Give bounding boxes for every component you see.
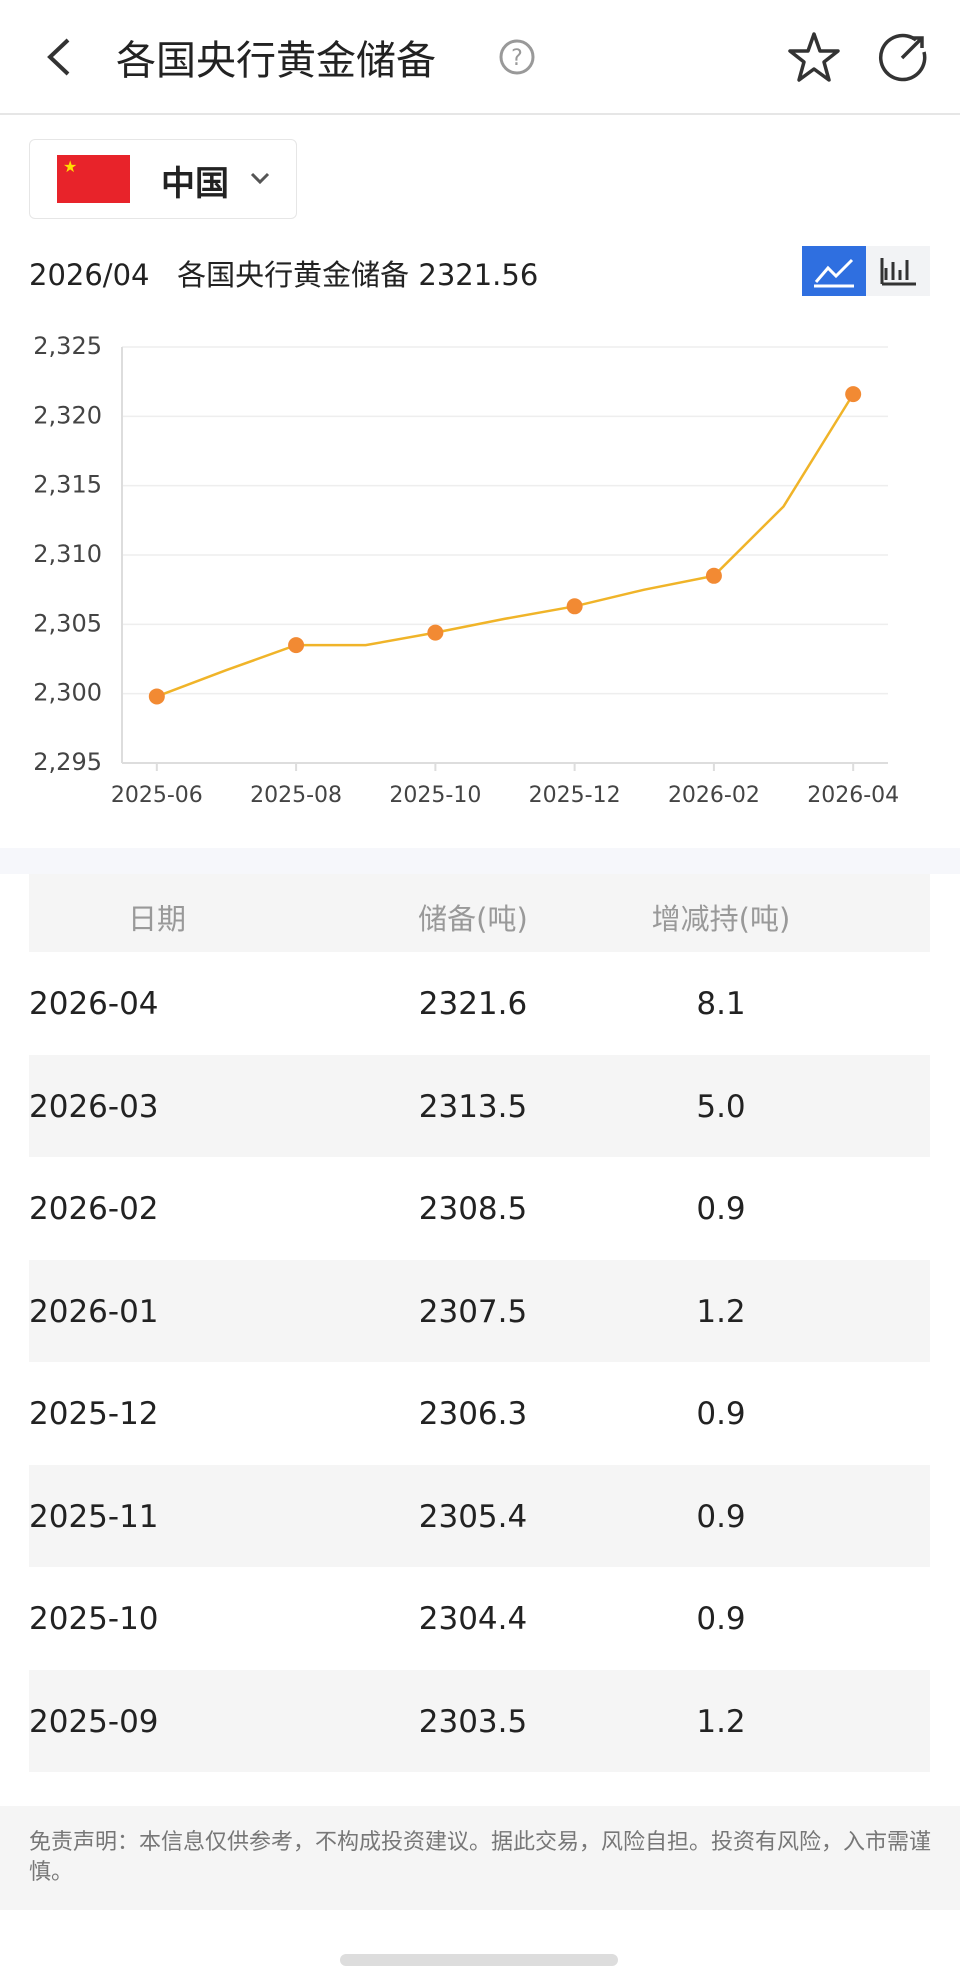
y-tick-label: 2,300 xyxy=(33,679,102,707)
y-tick-label: 2,325 xyxy=(33,332,102,360)
table-row: 2025-10 2304.4 0.9 xyxy=(29,1567,930,1670)
table-cell: 2307.5 xyxy=(418,1293,528,1330)
x-tick-label: 2025-12 xyxy=(529,783,621,808)
table-cell: 2025-10 xyxy=(29,1601,159,1637)
x-tick-label: 2025-10 xyxy=(389,783,481,808)
y-tick-label: 2,305 xyxy=(33,609,102,637)
table-cell: 0.9 xyxy=(696,1191,746,1227)
favorite-icon[interactable] xyxy=(786,30,842,84)
table-cell: 2313.5 xyxy=(418,1088,528,1125)
table-cell: 2305.4 xyxy=(418,1498,528,1535)
data-point xyxy=(845,386,862,403)
top-bar: 各国央行黄金储备 ? xyxy=(0,0,960,115)
dropdown-arrow xyxy=(250,172,270,185)
chart-subtitle: 2026/04 各国央行黄金储备 2321.56 xyxy=(29,252,538,294)
subtitle-name: 各国央行黄金储备 xyxy=(177,258,410,292)
table-cell: 0.9 xyxy=(696,1396,746,1432)
table-row: 2026-01 2307.5 1.2 xyxy=(29,1259,930,1362)
data-point xyxy=(427,624,444,641)
country-selector[interactable]: ★ 中国 xyxy=(29,139,297,219)
table-cell: 2303.5 xyxy=(418,1703,528,1740)
back-button[interactable] xyxy=(40,34,80,80)
table-cell: 2321.6 xyxy=(418,986,528,1022)
home-indicator xyxy=(340,1954,618,1966)
table-cell: 1.2 xyxy=(696,1293,746,1330)
share-icon[interactable] xyxy=(876,30,932,84)
y-tick-label: 2,315 xyxy=(33,471,102,499)
table-row: 2025-11 2305.4 0.9 xyxy=(29,1464,930,1567)
table-cell: 8.1 xyxy=(696,986,746,1022)
table: 日期 储备(吨) 增减持(吨) 2026-04 2321.6 8.1 2026-03 2313… xyxy=(29,874,930,1772)
disclaimer: 免责声明：本信息仅供参考，不构成投资建议。据此交易，风险自担。投资有风险，入市需… xyxy=(29,1830,932,1885)
bar-chart-toggle[interactable] xyxy=(866,246,930,296)
flag: ★ xyxy=(57,155,130,203)
data-point xyxy=(148,688,165,705)
table-cell: 0.9 xyxy=(696,1601,746,1637)
table-cell: 2025-09 xyxy=(29,1703,159,1740)
series-line xyxy=(156,393,855,698)
svg-text:?: ? xyxy=(511,46,523,71)
x-tick-label: 2025-06 xyxy=(111,783,203,808)
table-row: 2026-02 2308.5 0.9 xyxy=(29,1157,930,1260)
table-row: 2025-09 2303.5 1.2 xyxy=(29,1669,930,1772)
y-tick-label: 2,320 xyxy=(33,401,102,429)
table-header: 日期 储备(吨) 增减持(吨) xyxy=(29,874,930,952)
table-row: 2026-03 2313.5 5.0 xyxy=(29,1054,930,1157)
table-cell: 2026-02 xyxy=(29,1191,159,1227)
data-point xyxy=(566,598,583,615)
country-name: 中国 xyxy=(161,164,229,204)
chart: 2,295 2,300 2,305 2,310 2,315 2,320 2,325 2025-… xyxy=(33,332,899,808)
table-row: 2025-12 2306.3 0.9 xyxy=(29,1362,930,1465)
table-cell: 2026-01 xyxy=(29,1293,159,1330)
x-tick-label: 2026-04 xyxy=(807,783,899,808)
column-header: 日期 xyxy=(127,902,186,936)
table-cell: 2308.5 xyxy=(418,1191,528,1227)
divider xyxy=(0,848,960,874)
table-cell: 1.2 xyxy=(696,1703,746,1740)
table-cell: 5.0 xyxy=(696,1088,746,1125)
subtitle-date: 2026/04 xyxy=(29,258,150,292)
y-tick-label: 2,295 xyxy=(33,748,102,776)
page-title: 各国央行黄金储备 xyxy=(116,38,436,84)
x-tick-label: 2026-02 xyxy=(668,783,760,808)
y-tick-label: 2,310 xyxy=(33,540,102,568)
column-header: 储备(吨) xyxy=(418,902,528,936)
help-icon[interactable]: ? xyxy=(498,38,536,76)
table-cell: 2026-04 xyxy=(29,986,159,1022)
line-chart-toggle[interactable] xyxy=(802,246,866,296)
column-header: 增减持(吨) xyxy=(651,902,791,936)
table-cell: 2025-12 xyxy=(29,1396,159,1432)
x-tick-label: 2025-08 xyxy=(250,783,342,808)
table-cell: 2025-11 xyxy=(29,1498,159,1535)
table-cell: 2304.4 xyxy=(418,1601,528,1637)
subtitle-value: 2321.56 xyxy=(418,258,539,292)
table-cell: 2306.3 xyxy=(418,1396,528,1432)
table-row: 2026-04 2321.6 8.1 xyxy=(29,952,930,1055)
data-point xyxy=(705,567,722,584)
data-point xyxy=(288,637,305,654)
table-cell: 0.9 xyxy=(696,1498,746,1535)
disclaimer-box: 免责声明：本信息仅供参考，不构成投资建议。据此交易，风险自担。投资有风险，入市需… xyxy=(0,1806,960,1910)
table-cell: 2026-03 xyxy=(29,1088,159,1125)
